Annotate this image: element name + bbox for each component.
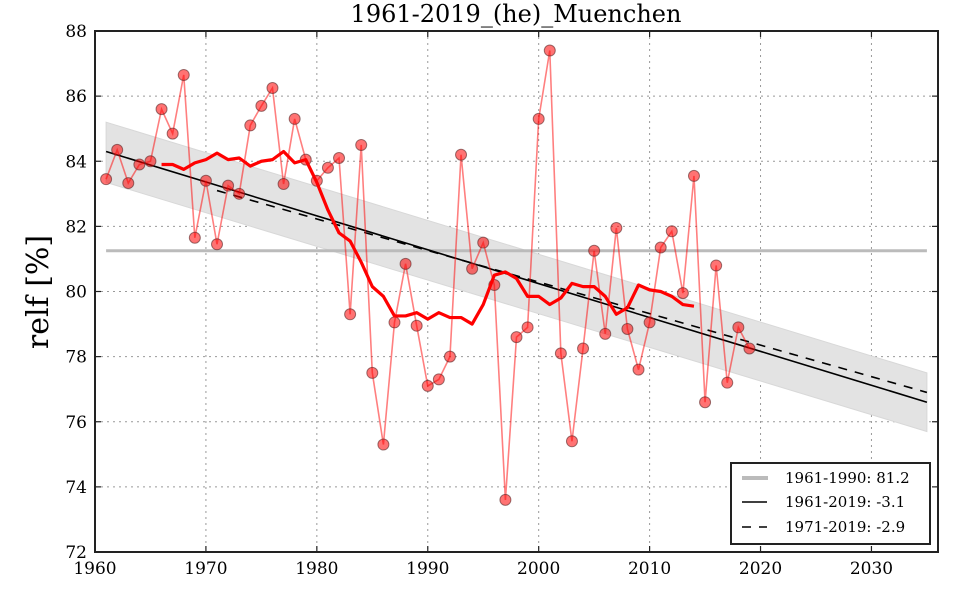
annual-point [211, 238, 224, 251]
legend-box [730, 462, 931, 545]
annual-point [244, 119, 257, 132]
axis-ticks [94, 30, 938, 553]
annual-point [710, 259, 723, 272]
annual-point [277, 178, 290, 191]
annual-point [188, 231, 201, 244]
legend-label-trend-1971: 1971-2019: -2.9 [785, 518, 905, 536]
chart-title: 1961-2019_(he)_Muenchen [351, 0, 682, 28]
annual-point [155, 103, 168, 116]
x-tick-label: 1990 [406, 559, 449, 579]
annual-point [543, 44, 556, 57]
x-tick-label: 1960 [73, 559, 116, 579]
annual-point [743, 342, 756, 355]
annual-point [288, 112, 301, 125]
annual-point [233, 187, 246, 200]
y-tick-label: 86 [65, 87, 87, 107]
annual-point [643, 316, 656, 329]
annual-point [565, 435, 578, 448]
legend: 1961-1990: 81.2 1961-2019: -3.1 1971-201… [730, 462, 931, 545]
x-tick-label: 2030 [850, 559, 893, 579]
annual-point [344, 308, 357, 321]
annual-point [377, 438, 390, 451]
annual-point [333, 151, 346, 164]
y-tick-label: 80 [65, 283, 87, 303]
y-axis-label: relf [%] [21, 235, 56, 349]
y-tick-label: 78 [65, 348, 87, 368]
x-tick-label: 1980 [295, 559, 338, 579]
annual-point [111, 143, 124, 156]
annual-point [621, 322, 634, 335]
annual-point [222, 179, 235, 192]
annual-point [532, 112, 545, 125]
annual-point [477, 236, 490, 249]
annual-point [554, 347, 567, 360]
annual-point [199, 174, 212, 187]
running-mean-line [161, 149, 695, 326]
x-tick-label: 2020 [739, 559, 782, 579]
annual-point [355, 138, 368, 151]
annual-point [632, 363, 645, 376]
annual-point [366, 366, 379, 379]
annual-point [521, 321, 534, 334]
annual-point [399, 257, 412, 270]
y-tick-label: 88 [65, 22, 87, 42]
annual-point [388, 316, 401, 329]
annual-point [588, 244, 601, 257]
annual-point [255, 99, 268, 112]
annual-point [443, 350, 456, 363]
y-tick-label: 84 [65, 152, 87, 172]
annual-point [432, 373, 445, 386]
annual-point [599, 327, 612, 340]
annual-point [100, 173, 113, 186]
annual-point [144, 155, 157, 168]
y-tick-label: 72 [65, 543, 87, 563]
y-tick-label: 74 [65, 478, 87, 498]
annual-point [266, 81, 279, 94]
annual-point [577, 342, 590, 355]
annual-point [676, 287, 689, 300]
annual-point [732, 321, 745, 334]
annual-point [654, 241, 667, 254]
annual-point [455, 148, 468, 161]
annual-point [687, 169, 700, 182]
annual-point [421, 379, 434, 392]
x-tick-label: 2010 [628, 559, 671, 579]
annual-point [321, 161, 334, 174]
annual-point [510, 331, 523, 344]
x-tick-label: 2000 [517, 559, 560, 579]
annual-point [133, 158, 146, 171]
legend-label-trend-1961: 1961-2019: -3.1 [785, 493, 905, 511]
running-mean-series [161, 149, 695, 326]
annual-point [499, 493, 512, 506]
annual-series [100, 44, 756, 506]
annual-point [177, 68, 190, 81]
y-tick-label: 76 [65, 413, 87, 433]
annual-point [122, 177, 135, 190]
annual-point [410, 319, 423, 332]
y-tick-labels: 72 74 76 78 80 82 84 86 88 [65, 22, 87, 563]
annual-point [699, 396, 712, 409]
annual-point [166, 127, 179, 140]
annual-point [665, 225, 678, 238]
annual-point [721, 376, 734, 389]
x-tick-label: 1970 [184, 559, 227, 579]
annual-point [610, 222, 623, 235]
x-tick-labels: 1960 1970 1980 1990 2000 2010 2020 2030 [73, 559, 893, 579]
y-tick-label: 82 [65, 217, 87, 237]
annual-point [466, 262, 479, 275]
legend-label-reference: 1961-1990: 81.2 [785, 469, 910, 487]
